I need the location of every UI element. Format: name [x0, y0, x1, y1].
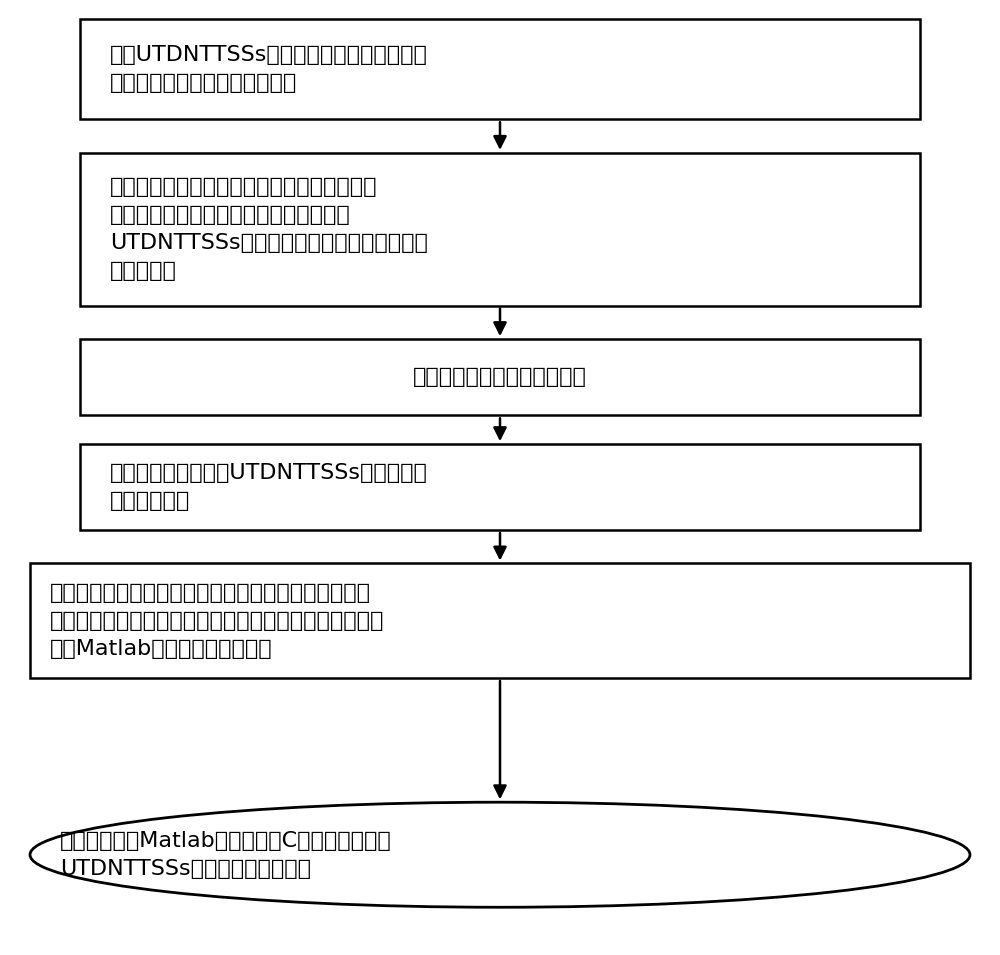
Bar: [80, 19, 920, 119]
Bar: [30, 563, 970, 678]
Text: 将所得控制器Matlab代码传化为C语言代码，植入
UTDNTTSSs，实现其高精度控制: 将所得控制器Matlab代码传化为C语言代码，植入 UTDNTTSSs，实现其高…: [60, 831, 392, 879]
Text: 时延模糊状态反馈控制器设计: 时延模糊状态反馈控制器设计: [413, 368, 587, 387]
Bar: [80, 444, 920, 530]
Ellipse shape: [30, 802, 970, 907]
Text: 将控制器作用于被控UTDNTTSSs，建立闭环
系统模型建立: 将控制器作用于被控UTDNTTSSs，建立闭环 系统模型建立: [110, 463, 428, 511]
Bar: [80, 339, 920, 415]
Bar: [80, 153, 920, 306]
Text: 融合模糊逻辑、奇异摄动技术、时延理论、谱范数方法
与线性矩阵不等式方法，推导出控制器存在的充分条件，
应用Matlab软件求出控制器增益: 融合模糊逻辑、奇异摄动技术、时延理论、谱范数方法 与线性矩阵不等式方法，推导出控…: [50, 583, 384, 659]
Text: 分析UTDNTTSSs的动力学特性，建立其不确
定性时延连续模糊奇异摄动模型: 分析UTDNTTSSs的动力学特性，建立其不确 定性时延连续模糊奇异摄动模型: [110, 45, 428, 94]
Text: 按实际系统要求，取合适的采样时间，采用零
阶保持器法，离散化上述连续模型，得到
UTDNTTSSs的不确定性时延标准离散模糊奇
异摄动模型: 按实际系统要求，取合适的采样时间，采用零 阶保持器法，离散化上述连续模型，得到 …: [110, 178, 428, 281]
